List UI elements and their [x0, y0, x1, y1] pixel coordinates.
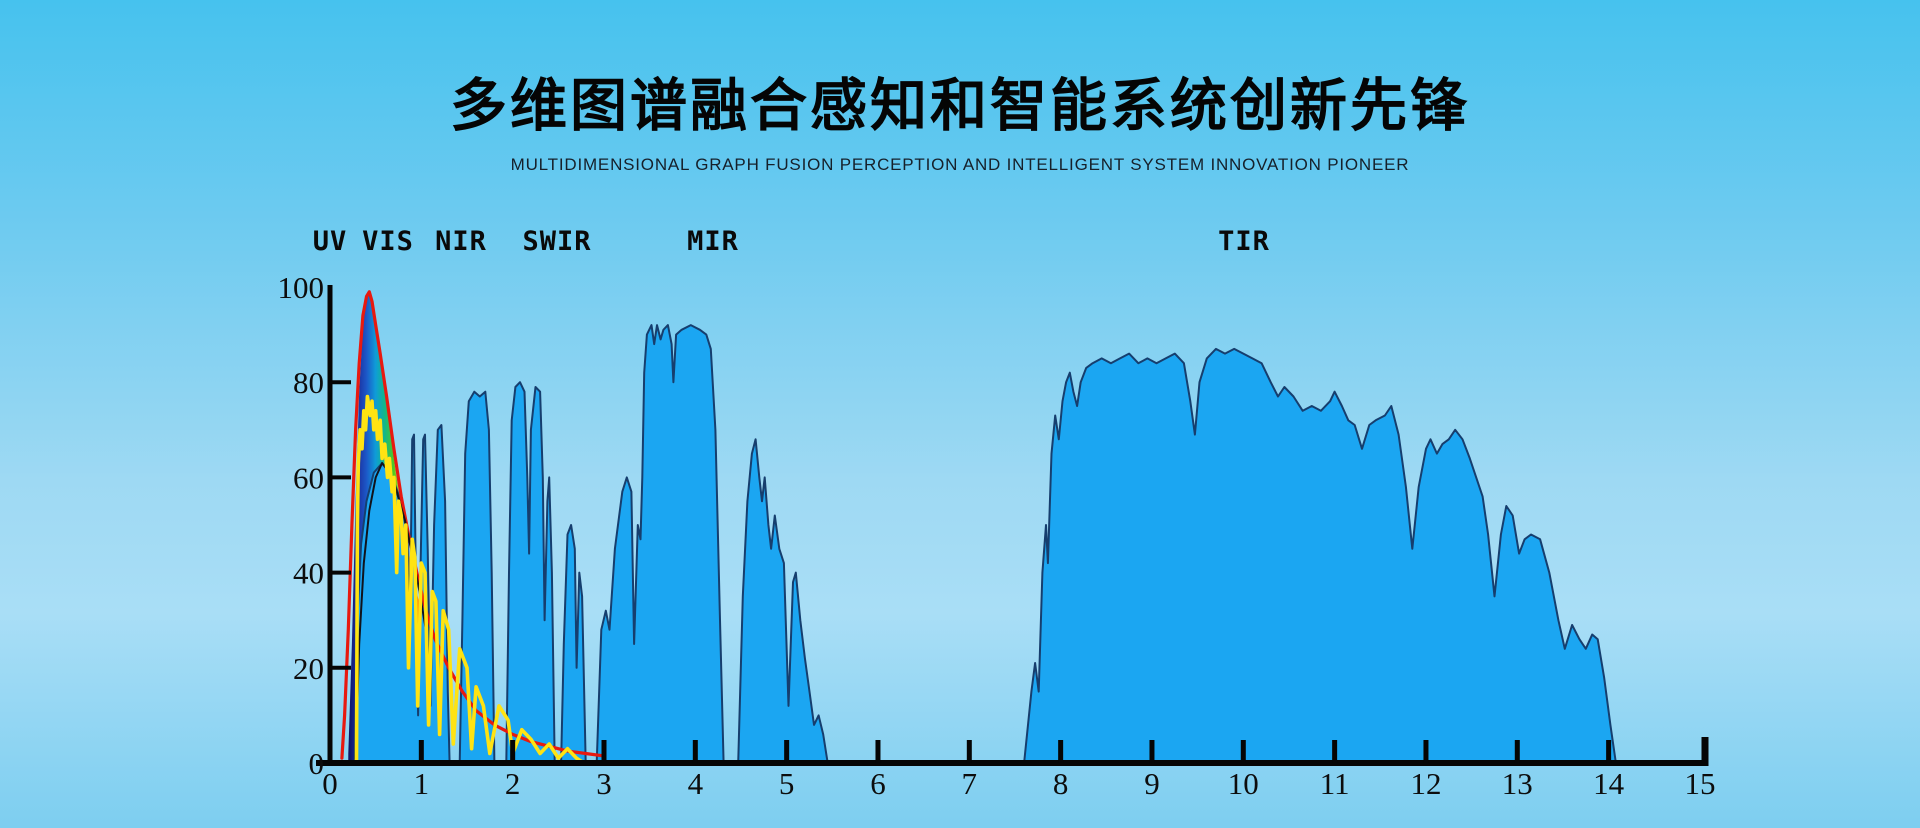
x-tick-label-13: 13	[1502, 766, 1533, 801]
x-tick-label-7: 7	[962, 766, 978, 801]
x-tick-label-9: 9	[1144, 766, 1160, 801]
y-tick-label-0: 0	[309, 746, 325, 781]
band-label-swir: SWIR	[522, 226, 592, 257]
x-tick-label-8: 8	[1053, 766, 1069, 801]
x-tick-label-11: 11	[1320, 766, 1350, 801]
x-tick-label-12: 12	[1410, 766, 1441, 801]
solar-irradiance-ground-curve	[354, 394, 586, 765]
page-title: 多维图谱融合感知和智能系统创新先锋	[450, 73, 1470, 139]
band-label-uv: UV	[312, 226, 348, 257]
y-tick-label-80: 80	[293, 365, 324, 400]
band-label-nir: NIR	[435, 226, 487, 257]
y-tick-label-20: 20	[293, 651, 324, 686]
band-label-vis: VIS	[362, 226, 414, 257]
band-label-mir: MIR	[687, 226, 739, 257]
y-tick-label-40: 40	[293, 556, 324, 591]
x-tick-label-3: 3	[596, 766, 612, 801]
x-tick-label-1: 1	[414, 766, 430, 801]
x-tick-label-2: 2	[505, 766, 521, 801]
y-tick-label-60: 60	[293, 460, 324, 495]
y-tick-label-100: 100	[278, 270, 325, 305]
band-label-tir: TIR	[1218, 226, 1270, 257]
x-tick-label-0: 0	[322, 766, 338, 801]
x-tick-label-15: 15	[1684, 766, 1715, 801]
x-tick-label-5: 5	[779, 766, 795, 801]
x-tick-label-10: 10	[1228, 766, 1259, 801]
x-tick-label-6: 6	[870, 766, 886, 801]
x-tick-label-14: 14	[1593, 766, 1625, 801]
x-tick-label-4: 4	[688, 766, 704, 801]
page-subtitle: MULTIDIMENSIONAL GRAPH FUSION PERCEPTION…	[510, 155, 1410, 174]
atmospheric-transmission-windows	[353, 324, 1706, 764]
